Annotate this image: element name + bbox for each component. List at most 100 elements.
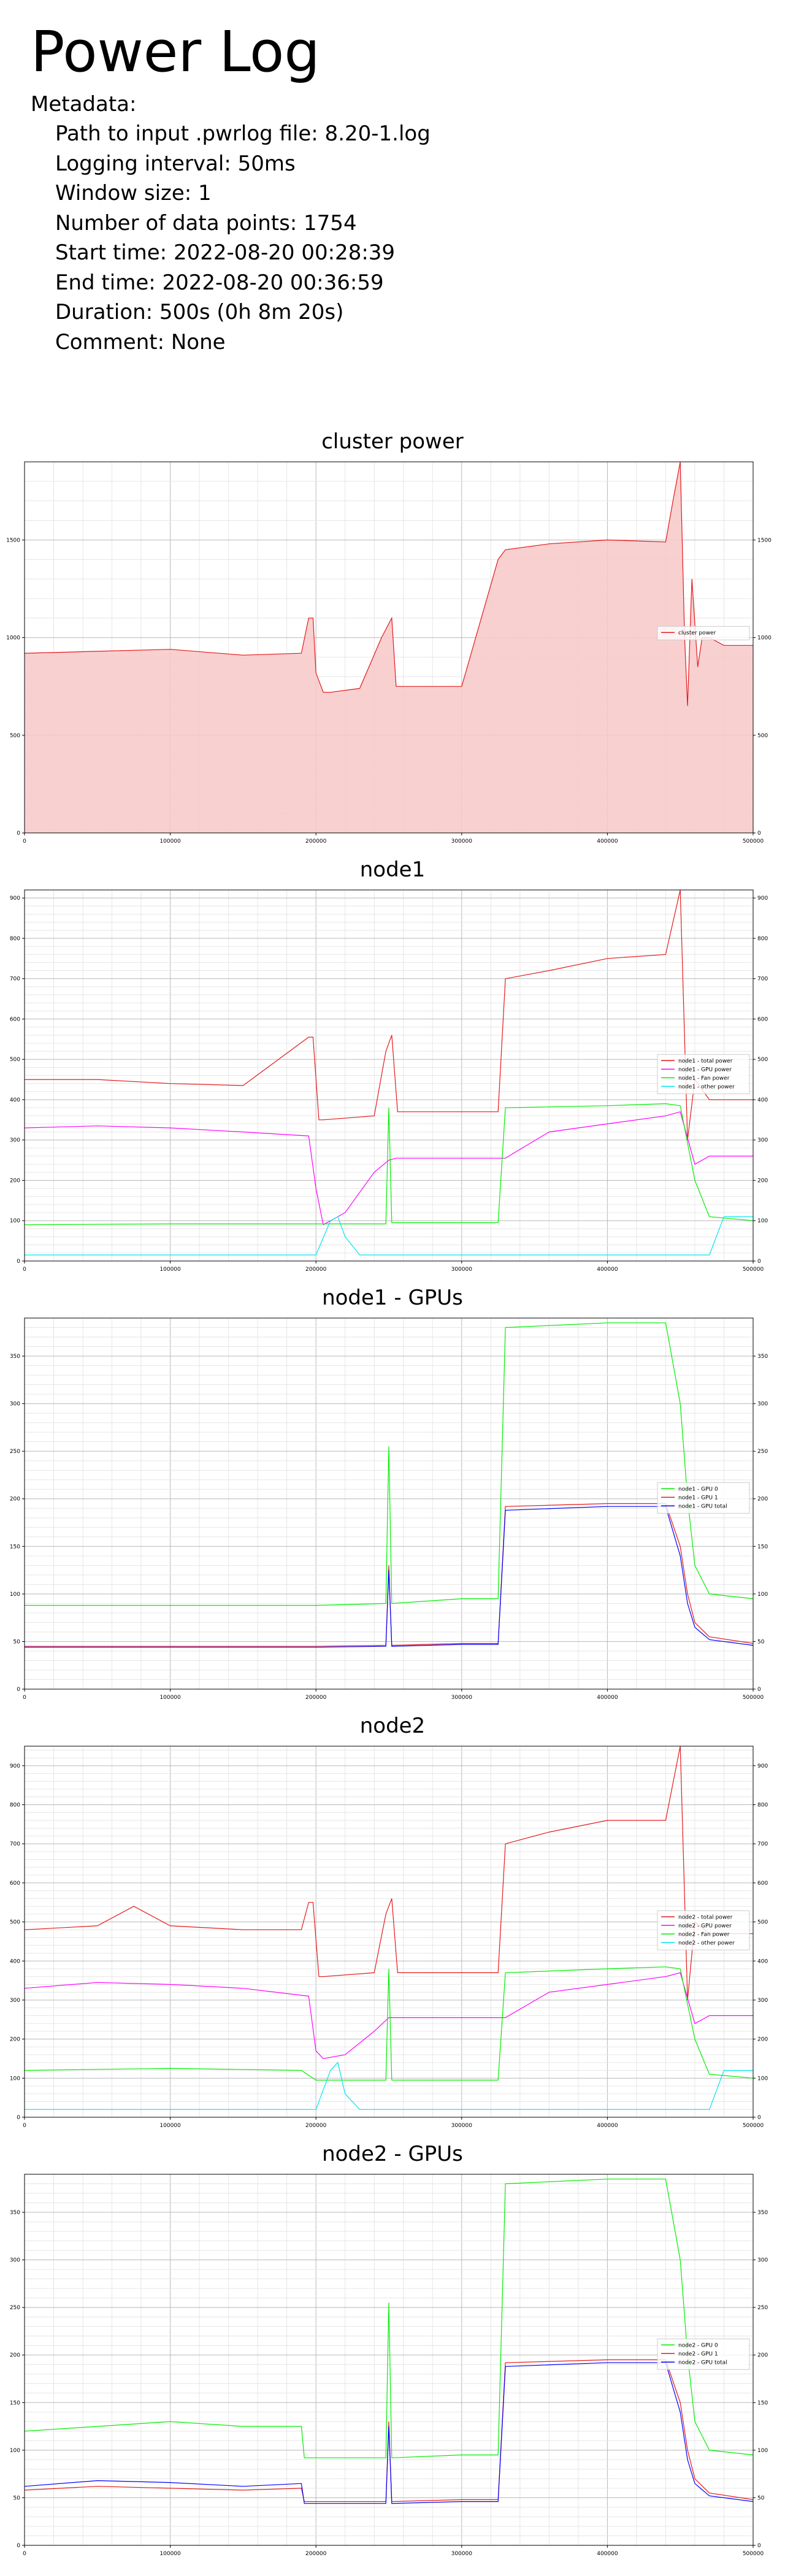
node1-gpus-y-tick-label-left: 250 (10, 1449, 20, 1455)
node2-gpus-y-tick-label-left: 350 (10, 2210, 20, 2216)
node2-gpus-series-line-node2-gpu-0 (24, 2179, 754, 2458)
node1-y-tick-label-left: 300 (10, 1138, 20, 1144)
node2-gpus-y-tick-label-left: 100 (10, 2448, 20, 2454)
node1-gpus-series-line-node1-gpu-0 (25, 1322, 754, 1606)
cluster-power-x-tick-label: 100000 (159, 838, 181, 845)
cluster-power-x-tick-label: 0 (23, 838, 26, 845)
node2-series-line-node2-total-power (24, 1746, 753, 2000)
node2-gpus-y-tick-label-left: 200 (10, 2353, 20, 2359)
node1-y-tick-label-left: 600 (10, 1016, 20, 1022)
node2-y-tick-label-right: 900 (757, 1763, 768, 1769)
node2-y-tick-label-right: 0 (757, 2115, 761, 2121)
metadata-list: Path to input .pwrlog file: 8.20-1.log L… (31, 119, 431, 357)
node1-gpus-grid (24, 1317, 754, 1690)
node1-legend-label-node1-gpu-power: node1 - GPU power (678, 1067, 732, 1073)
node1-gpus-y-tick-label-right: 300 (757, 1401, 768, 1408)
node1-chart-title: node1 (359, 857, 426, 882)
node2-legend: node2 - total power node2 - GPU power node… (657, 1910, 750, 1950)
node2-gpus-y-tick-label-right: 50 (757, 2495, 765, 2501)
node2-y-tick-label-right: 700 (757, 1841, 768, 1847)
cluster-power-x-tick-label: 300000 (451, 838, 473, 845)
node1-grid (24, 889, 754, 1262)
cluster-power-legend-label-cluster-power: cluster power (678, 630, 716, 636)
node1-gpus-y-tick-label-left: 150 (10, 1544, 20, 1550)
node1-gpus-legend-label-node1-gpu-1: node1 - GPU 1 (678, 1495, 718, 1501)
node2-gpus-y-tick-label-left: 250 (10, 2305, 20, 2311)
node2-grid (24, 1746, 754, 2118)
node1-series-line-node1-fan-power (24, 1103, 754, 1225)
node2-y-tick-label-right: 400 (757, 1958, 768, 1965)
cluster-power-legend: cluster power (657, 626, 750, 640)
node2-series-line-node2-gpu-power (24, 1972, 753, 2060)
node1-x-tick-label: 200000 (305, 1267, 327, 1273)
node1-gpus-y-tick-label-left: 0 (17, 1687, 20, 1693)
node1-gpus-y-tick-label-right: 50 (757, 1639, 765, 1645)
node2-x-tick-label: 0 (23, 2123, 26, 2129)
cluster-power-area-fill (25, 462, 753, 833)
node1-legend-label-node1-total-power: node1 - total power (678, 1058, 733, 1064)
node1-gpus-legend-label-node1-gpu-total: node1 - GPU total (678, 1503, 727, 1509)
cluster-power-chart-title: cluster power (321, 429, 464, 454)
node2-gpus-chart-title: node2 - GPUs (322, 2142, 463, 2166)
node2-y-tick-label-left: 100 (10, 2076, 20, 2082)
node1-series-line-node1-total-power (25, 889, 753, 1140)
node2-plot-frame (24, 1746, 754, 2118)
metadata-item-start-time: Start time: 2022-08-20 00:28:39 (55, 240, 396, 265)
metadata-item-input-file: Path to input .pwrlog file: 8.20-1.log (55, 121, 431, 146)
node1-gpus-y-tick-label-right: 100 (757, 1592, 768, 1598)
node1-y-tick-label-right: 0 (757, 1259, 761, 1265)
node2-gpus-legend-box (657, 2338, 750, 2370)
cluster-power-x-tick-label: 400000 (597, 838, 618, 845)
node2-gpus-series-line-node2-gpu-total (24, 2362, 754, 2504)
node1-gpus-y-tick-label-right: 250 (757, 1449, 768, 1455)
node2-y-tick-label-right: 200 (757, 2037, 768, 2043)
node2-gpus-x-tick-label: 200000 (305, 2551, 327, 2557)
cluster-power-y-tick-label-left: 1500 (6, 537, 20, 543)
node1-gpus-y-tick-label-right: 150 (757, 1544, 768, 1550)
node2-x-tick-label: 200000 (305, 2123, 327, 2129)
node2-gpus-x-tick-label: 300000 (451, 2551, 473, 2557)
node1-x-tick-label: 400000 (597, 1267, 618, 1273)
node2-gpus-y-tick-label-right: 300 (757, 2258, 768, 2264)
cluster-power-y-tick-label-right: 500 (757, 733, 768, 739)
node1-y-tick-label-left: 200 (10, 1178, 20, 1184)
node1-y-tick-label-left: 100 (10, 1218, 20, 1224)
cluster-power-y-tick-label-left: 0 (17, 830, 20, 837)
cluster-power-y-tick-label-left: 1000 (6, 635, 20, 642)
cluster-power-y-tick-label-right: 1000 (757, 635, 772, 642)
node1-x-tick-label: 500000 (743, 1267, 764, 1273)
node1-y-tick-label-right: 200 (757, 1178, 768, 1184)
node1-x-tick-label: 100000 (159, 1267, 181, 1273)
node1-gpus-y-tick-label-left: 200 (10, 1497, 20, 1503)
node1-gpus-x-tick-label: 500000 (743, 1695, 764, 1701)
node2-gpus-x-tick-label: 100000 (159, 2551, 181, 2557)
node1-gpus-x-tick-label: 400000 (597, 1695, 618, 1701)
node2-gpus-y-tick-label-right: 200 (757, 2353, 768, 2359)
node2-series-line-node2-other-power (25, 2061, 753, 2110)
node2-gpus-legend-label-node2-gpu-0: node2 - GPU 0 (678, 2342, 718, 2348)
node1-gpus-chart-title: node1 - GPUs (322, 1286, 463, 1310)
node1-gpus-legend-label-node1-gpu-0: node1 - GPU 0 (678, 1486, 718, 1492)
node1-gpus-y-tick-label-left: 300 (10, 1401, 20, 1408)
node1-plot-frame (24, 889, 754, 1262)
node2-x-tick-label: 300000 (451, 2123, 473, 2129)
node2-legend-label-node2-fan-power: node2 - Fan power (678, 1931, 730, 1938)
cluster-power-y-tick-label-right: 1500 (757, 537, 772, 543)
metadata-item-end-time: End time: 2022-08-20 00:36:59 (55, 270, 384, 295)
cluster-power-series-line-cluster-power (24, 461, 753, 707)
node1-gpus-x-tick-label: 300000 (451, 1695, 473, 1701)
node2-y-tick-label-left: 200 (10, 2037, 20, 2043)
metadata-item-data-points: Number of data points: 1754 (55, 210, 357, 236)
node1-legend-label-node1-other-power: node1 - other power (678, 1084, 735, 1090)
node2-gpus-x-tick-label: 0 (23, 2551, 26, 2557)
node2-x-tick-label: 100000 (159, 2123, 181, 2129)
node2-y-tick-label-left: 300 (10, 1998, 20, 2004)
node1-y-tick-label-left: 500 (10, 1057, 20, 1063)
node1-y-tick-label-left: 700 (10, 976, 20, 983)
node1-gpus-x-tick-label: 100000 (159, 1695, 181, 1701)
node2-legend-label-node2-gpu-power: node2 - GPU power (678, 1923, 732, 1929)
